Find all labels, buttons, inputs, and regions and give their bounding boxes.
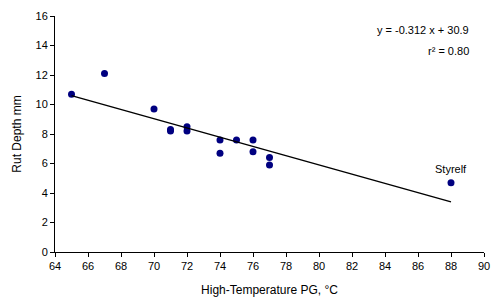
svg-text:82: 82 (346, 260, 358, 272)
svg-text:74: 74 (214, 260, 226, 272)
svg-text:2: 2 (42, 216, 48, 228)
svg-text:16: 16 (36, 10, 48, 22)
svg-text:86: 86 (412, 260, 424, 272)
svg-text:Styrelf: Styrelf (435, 163, 467, 175)
svg-text:10: 10 (36, 98, 48, 110)
svg-text:14: 14 (36, 39, 48, 51)
svg-text:84: 84 (379, 260, 391, 272)
svg-text:70: 70 (148, 260, 160, 272)
svg-text:y = -0.312 x + 30.9: y = -0.312 x + 30.9 (377, 24, 469, 36)
svg-text:0: 0 (42, 246, 48, 258)
svg-text:90: 90 (478, 260, 490, 272)
svg-text:r² = 0.80: r² = 0.80 (428, 45, 469, 57)
svg-text:80: 80 (313, 260, 325, 272)
svg-text:78: 78 (280, 260, 292, 272)
svg-text:8: 8 (42, 128, 48, 140)
svg-text:12: 12 (36, 69, 48, 81)
svg-text:76: 76 (247, 260, 259, 272)
svg-text:66: 66 (82, 260, 94, 272)
svg-text:6: 6 (42, 157, 48, 169)
svg-text:88: 88 (445, 260, 457, 272)
svg-text:64: 64 (49, 260, 61, 272)
svg-text:4: 4 (42, 187, 48, 199)
svg-text:Rut Depth mm: Rut Depth mm (10, 95, 24, 172)
svg-text:68: 68 (115, 260, 127, 272)
svg-text:72: 72 (181, 260, 193, 272)
svg-text:High-Temperature PG, °C: High-Temperature PG, °C (201, 283, 338, 297)
